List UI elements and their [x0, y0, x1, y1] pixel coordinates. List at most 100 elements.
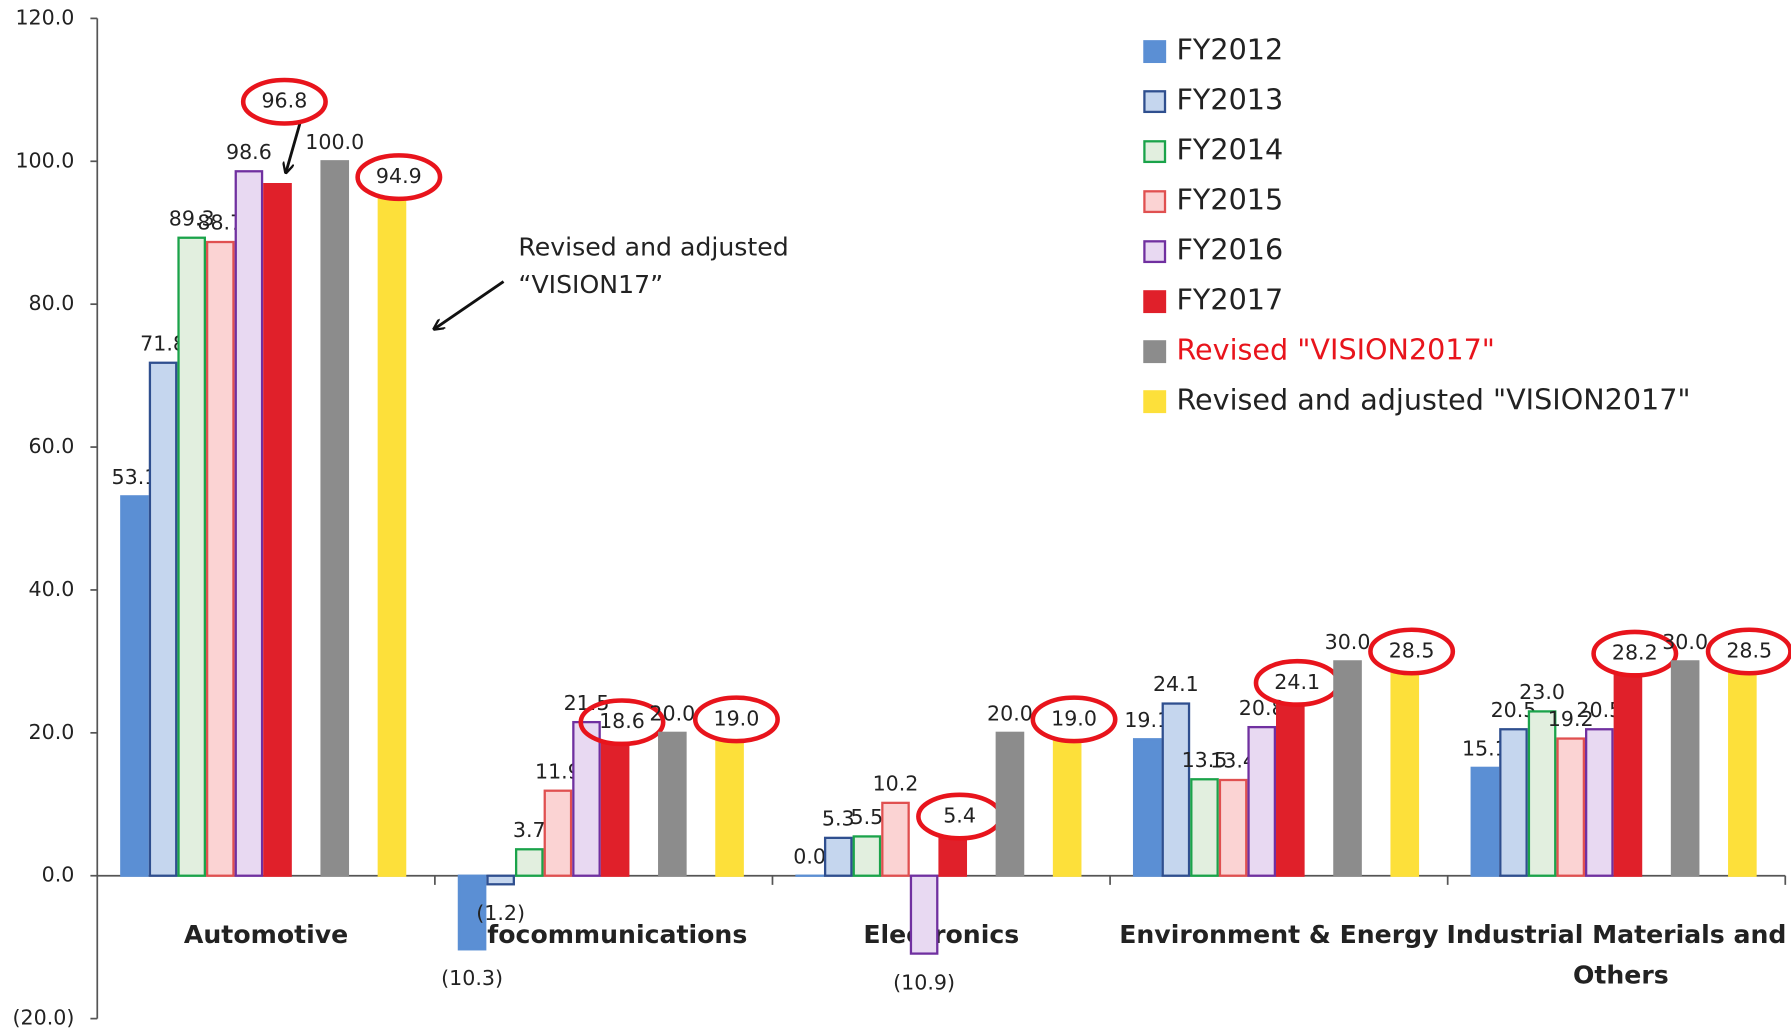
bar [177, 236, 206, 877]
bar [995, 731, 1025, 877]
data-label: 30.0 [1325, 630, 1371, 654]
legend-swatch [1143, 290, 1167, 314]
data-label: 28.5 [1726, 639, 1772, 663]
legend-swatch [1143, 140, 1167, 164]
x-tick-label: Infocommunications [460, 920, 747, 949]
bar [148, 361, 178, 877]
data-label: 94.9 [376, 164, 422, 188]
y-tick-label: 80.0 [29, 291, 75, 315]
legend-swatch [1143, 340, 1167, 364]
bar [1390, 670, 1420, 877]
y-tick-label: 20.0 [29, 720, 75, 744]
bar [1190, 778, 1219, 877]
y-tick-label: 120.0 [15, 5, 74, 29]
bar [572, 720, 601, 877]
data-label: 5.5 [851, 805, 884, 829]
annotation: Revised and adjusted [518, 232, 788, 261]
highlight-circle [1030, 695, 1118, 744]
data-label: 24.1 [1153, 672, 1199, 696]
x-tick-label: Electronics [863, 920, 1019, 949]
bar [1276, 702, 1305, 877]
data-label: 28.2 [1612, 641, 1658, 665]
highlight-circle [1368, 627, 1456, 676]
data-label: 19.2 [1548, 707, 1594, 731]
y-tick-label: 0.0 [42, 863, 75, 887]
data-label: 30.0 [1662, 630, 1708, 654]
bar [1333, 660, 1362, 877]
bar [909, 874, 939, 955]
data-label: 3.7 [513, 818, 546, 842]
bar [377, 196, 407, 877]
bar [1052, 738, 1082, 877]
bar [881, 801, 910, 877]
highlight-circle [240, 77, 328, 126]
data-label: 98.6 [226, 140, 272, 164]
highlight-circle [578, 698, 666, 747]
legend-label: Revised and adjusted "VISION2017" [1176, 383, 1690, 417]
data-label: 20.0 [987, 702, 1033, 726]
bar [205, 240, 235, 877]
annotation: “VISION17” [518, 270, 663, 299]
bar [1161, 702, 1191, 877]
legend-swatch [1143, 390, 1167, 414]
data-label: 0.0 [793, 844, 826, 868]
data-label: 19.0 [1051, 706, 1097, 730]
data-label: 19.0 [714, 706, 760, 730]
bar [1585, 728, 1614, 877]
data-label: 21.5 [564, 691, 610, 715]
bar [600, 741, 630, 877]
legend-swatch [1143, 40, 1167, 64]
data-label: 89.3 [169, 206, 215, 230]
data-label: 10.2 [873, 772, 919, 796]
bar [1247, 725, 1277, 877]
bar [1132, 738, 1162, 877]
data-label: 20.0 [649, 702, 695, 726]
data-label: 100.0 [305, 130, 364, 154]
data-label: (10.9) [893, 970, 955, 994]
legend-label: Revised "VISION2017" [1176, 333, 1495, 367]
legend-label: FY2015 [1176, 183, 1283, 217]
bar [1670, 660, 1700, 877]
annotation-arrow [435, 280, 505, 329]
data-label: (10.3) [441, 966, 503, 990]
legend-swatch [1143, 90, 1167, 114]
bar [1556, 737, 1586, 877]
bar [320, 160, 350, 877]
y-tick-label: 100.0 [15, 148, 74, 172]
data-label: 5.3 [822, 807, 855, 831]
x-tick-label: Automotive [184, 920, 348, 949]
bar [234, 170, 264, 877]
legend-swatch [1143, 240, 1167, 264]
legend-label: FY2014 [1176, 133, 1283, 167]
annotation-arrow [286, 123, 302, 172]
bar [938, 836, 968, 877]
legend-label: FY2013 [1176, 83, 1283, 117]
bar [658, 731, 687, 877]
highlight-circle [1591, 629, 1679, 678]
data-label: 18.6 [599, 709, 645, 733]
data-label: 28.5 [1389, 639, 1435, 663]
highlight-circle [355, 153, 443, 202]
y-tick-label: (20.0) [12, 1006, 74, 1029]
y-tick-label: 60.0 [29, 434, 75, 458]
bar [263, 183, 292, 877]
bar [1613, 673, 1643, 877]
legend-label: FY2012 [1176, 33, 1283, 67]
data-label: (1.2) [476, 901, 525, 925]
data-label: 5.4 [943, 804, 976, 828]
bar [457, 874, 487, 951]
x-tick-label: Environment & Energy [1119, 920, 1438, 949]
bar [823, 836, 853, 877]
highlight-circle [692, 695, 780, 744]
legend-swatch [1143, 190, 1167, 214]
data-label: 96.8 [261, 89, 307, 113]
x-tick-label: Industrial Materials and Others [1447, 920, 1787, 989]
bar [1470, 766, 1500, 877]
bar [120, 495, 149, 877]
data-label: 23.0 [1519, 680, 1565, 704]
bar [486, 874, 515, 886]
highlight-circle [1705, 627, 1791, 676]
bar [1499, 728, 1528, 877]
